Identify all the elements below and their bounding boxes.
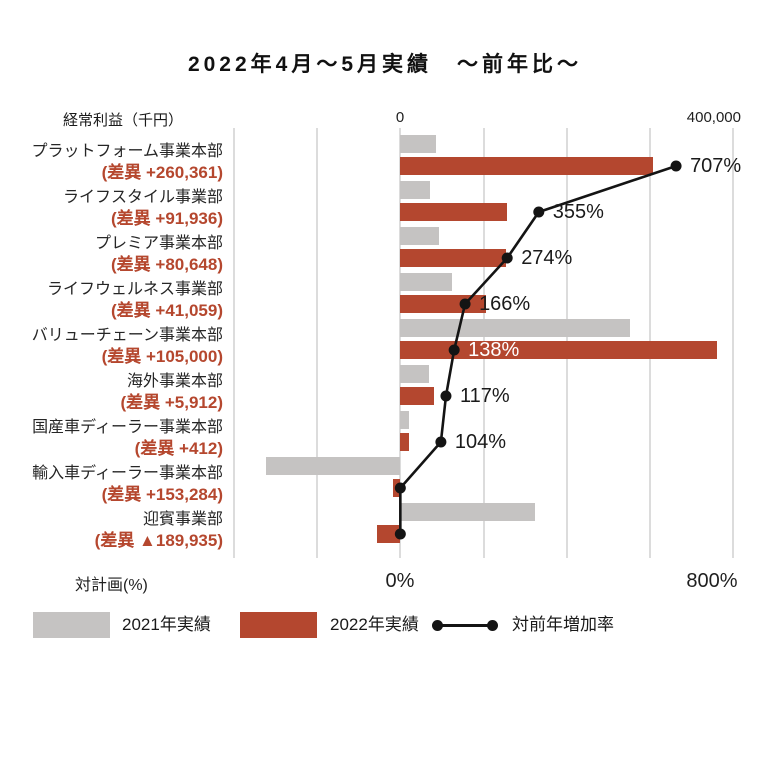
plot-area: 707% 355% 274% 166% 138% 117% 104% — [233, 128, 741, 558]
category-row-label: 国産車ディーラー事業本部 (差異 +412) — [32, 417, 223, 459]
category-row-label: バリューチェーン事業本部 (差異 +105,000) — [32, 325, 223, 367]
rate-value-label: 138% — [468, 339, 520, 361]
bar-2021-3 — [400, 273, 453, 291]
chart-title: 2022年4月～5月実績 ～前年比～ — [187, 53, 583, 76]
rate-value-label: 707% — [690, 155, 742, 177]
bar-2022-1 — [400, 203, 507, 221]
rate-dot — [394, 482, 406, 494]
rate-axis-tick-max: 800% — [686, 570, 738, 592]
rate-axis-tick-zero: 0% — [385, 570, 415, 592]
rate-value-label: 104% — [454, 431, 507, 453]
diff-label: (差異 +105,000) — [101, 347, 223, 366]
category-name: 海外事業本部 — [126, 373, 223, 390]
category-labels: プラットフォーム事業本部 (差異 +260,361) ライフスタイル事業部 (差異 +… — [0, 128, 223, 558]
rate-line — [399, 164, 677, 534]
diff-label: (差異 +41,059) — [111, 301, 223, 320]
rate-line-layer — [394, 160, 682, 540]
rate-value-label: 274% — [521, 247, 573, 269]
legend-label-2021: 2021年実績 — [122, 615, 211, 634]
diff-label: (差異 +91,936) — [111, 209, 223, 228]
diff-label: (差異 +260,361) — [101, 163, 223, 182]
category-name: プラットフォーム事業本部 — [31, 143, 223, 160]
bar-2021-2 — [400, 227, 439, 245]
legend-line-icon — [432, 612, 498, 638]
rate-dot — [459, 298, 471, 310]
category-row-label: 海外事業本部 (差異 +5,912) — [120, 371, 223, 413]
bar-2022-5 — [400, 387, 435, 405]
gridline — [732, 128, 734, 558]
bar-2021-7 — [265, 457, 401, 475]
rate-dot — [533, 206, 545, 218]
category-name: プレミア事業本部 — [94, 235, 223, 252]
diff-label: (差異 +80,648) — [111, 255, 223, 274]
bar-2022-6 — [400, 433, 410, 451]
rate-dot — [440, 390, 452, 402]
category-name: ライフスタイル事業部 — [62, 189, 223, 206]
category-row-label: プラットフォーム事業本部 (差異 +260,361) — [31, 141, 223, 183]
value-axis-title: 経常利益（千円） — [63, 112, 184, 129]
category-row-label: プレミア事業本部 (差異 +80,648) — [95, 233, 223, 275]
bar-2021-6 — [400, 411, 409, 429]
rate-dot — [435, 436, 447, 448]
category-name: バリューチェーン事業本部 — [31, 327, 223, 344]
legend-label-2022: 2022年実績 — [330, 615, 419, 634]
rate-value-label: 117% — [459, 385, 510, 407]
category-row-label: 輸入車ディーラー事業本部 (差異 +153,284) — [32, 463, 223, 505]
category-name: 輸入車ディーラー事業本部 — [32, 465, 223, 482]
gridline — [233, 128, 235, 558]
rate-value-label: 355% — [552, 201, 604, 223]
legend-label-rate: 対前年増加率 — [512, 615, 614, 634]
value-axis-tick-zero: 0 — [395, 109, 405, 126]
rate-dot — [670, 160, 682, 172]
rate-value-label: 166% — [479, 293, 531, 315]
legend: 2021年実績 2022年実績 対前年増加率 — [0, 612, 770, 638]
category-row-label: 迎賓事業部 (差異 ▲189,935) — [95, 509, 223, 551]
bar-2022-4 — [400, 341, 718, 359]
bar-2022-8 — [377, 525, 401, 543]
category-name: 迎賓事業部 — [142, 511, 223, 528]
rate-dot — [394, 528, 406, 540]
gridline — [316, 128, 319, 558]
bar-2022-0 — [400, 157, 653, 175]
category-name: 国産車ディーラー事業本部 — [32, 419, 223, 436]
diff-label: (差異 +153,284) — [101, 485, 223, 504]
category-row-label: ライフウェルネス事業部 (差異 +41,059) — [47, 279, 223, 321]
category-name: ライフウェルネス事業部 — [46, 281, 223, 298]
legend-swatch-2021-icon — [33, 612, 110, 638]
rate-dot — [501, 252, 513, 264]
bar-2021-5 — [400, 365, 430, 383]
rate-dot — [448, 344, 460, 356]
value-axis-tick-max: 400,000 — [686, 109, 741, 126]
diff-label: (差異 +5,912) — [120, 393, 223, 412]
bar-2021-0 — [400, 135, 436, 153]
category-row-label: ライフスタイル事業部 (差異 +91,936) — [63, 187, 223, 229]
diff-label: (差異 ▲189,935) — [94, 531, 223, 550]
bar-2021-8 — [400, 503, 536, 521]
rate-axis-title: 対計画(%) — [75, 577, 148, 594]
legend-swatch-2022-icon — [240, 612, 317, 638]
diff-label: (差異 +412) — [134, 439, 223, 458]
bar-2022-2 — [400, 249, 506, 267]
bar-2021-1 — [400, 181, 431, 199]
